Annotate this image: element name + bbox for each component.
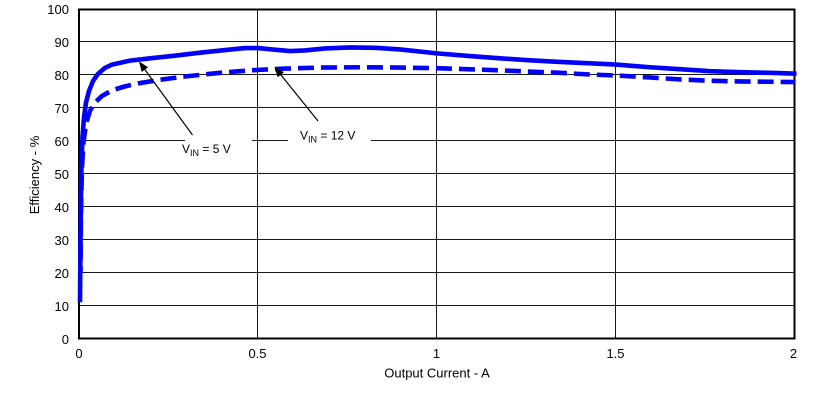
svg-text:10: 10 (55, 299, 69, 314)
svg-text:0.5: 0.5 (248, 346, 266, 361)
svg-text:50: 50 (55, 167, 69, 182)
svg-text:80: 80 (55, 68, 69, 83)
svg-text:0: 0 (75, 346, 82, 361)
svg-text:0: 0 (62, 332, 69, 347)
svg-text:30: 30 (55, 233, 69, 248)
svg-text:VIN = 5 V: VIN = 5 V (182, 142, 231, 158)
svg-text:60: 60 (55, 134, 69, 149)
svg-text:Efficiency - %: Efficiency - % (27, 135, 42, 214)
svg-text:Output Current - A: Output Current - A (384, 366, 490, 381)
svg-text:70: 70 (55, 101, 69, 116)
svg-text:20: 20 (55, 266, 69, 281)
svg-text:1.5: 1.5 (606, 346, 624, 361)
svg-text:2: 2 (790, 346, 797, 361)
svg-text:1: 1 (433, 346, 440, 361)
svg-text:40: 40 (55, 200, 69, 215)
svg-text:100: 100 (47, 2, 69, 17)
svg-text:90: 90 (55, 35, 69, 50)
